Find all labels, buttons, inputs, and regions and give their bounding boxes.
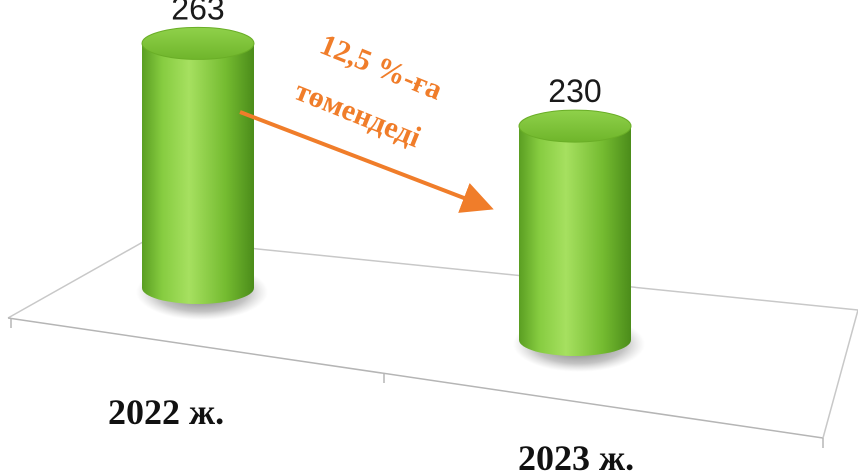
bar-body (142, 43, 254, 304)
bar-top (518, 109, 632, 143)
category-label-2022: 2022 ж. (108, 392, 224, 432)
bars (136, 26, 645, 372)
floor-right-edge (822, 309, 858, 439)
decrease-arrow (239, 110, 494, 213)
value-label-2023: 230 (548, 73, 601, 109)
floor-back-edge (149, 237, 858, 311)
value-label-2022: 263 (171, 0, 224, 26)
bar-body (519, 126, 631, 356)
category-label-2023: 2023 ж. (518, 438, 634, 476)
floor-front-edge (7, 317, 824, 439)
floor-left-edge (7, 237, 151, 319)
bar-2022 (136, 26, 268, 320)
bar-2023 (513, 109, 645, 372)
decrease-annotation: 12,5 %-ға төмендеді (239, 28, 494, 213)
bar-top (141, 26, 255, 60)
